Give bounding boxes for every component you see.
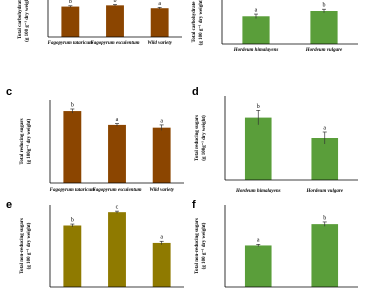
bar [63,225,82,287]
y-axis-label: (g 100 g⁻¹ dry weight) [24,0,30,42]
y-axis-label: Total reducing sugars [20,118,25,164]
bar [311,224,339,287]
significance-letter: b [323,215,326,221]
y-axis-label: Total non-reducing sugars [20,218,25,274]
x-tick-label: Fagopyrum tataricum [48,41,94,46]
y-axis-label: (g 100 g⁻¹ dry weight) [201,222,207,269]
panel-label: f [192,199,196,211]
significance-letter: a [323,125,326,131]
panel-label: e [6,199,12,211]
significance-letter: b [71,102,74,108]
y-axis-label: (g 100 g⁻¹ dry weight) [198,0,204,45]
significance-letter: b [114,0,117,4]
bar [106,5,124,37]
significance-letter: b [257,104,260,110]
bar [61,6,80,37]
significance-letter: a [160,118,163,124]
panel-label: d [192,86,199,98]
y-axis-label: (g 100 g⁻¹ dry weight) [26,222,32,269]
bar [242,16,270,44]
significance-letter: b [323,3,326,9]
bar [108,124,126,183]
x-tick-label: Hordeum vulgare [305,48,343,53]
significance-letter: a [255,7,258,13]
bar [310,11,338,44]
y-axis-label: Total carbohydrate [18,0,23,39]
y-axis-label: (g 100g⁻¹ dry weight) [26,118,32,164]
significance-letter: a [160,235,163,241]
bar [108,212,126,287]
x-tick-label: Wild variety [147,41,172,46]
y-axis-label: (g 100g⁻¹ dry weight) [201,115,207,161]
bar [244,117,272,180]
significance-letter: b [71,217,74,223]
x-tick-label: Fagopyrum esculentum [92,188,141,193]
x-tick-label: Fagopyrum esculentum [90,41,139,46]
significance-letter: a [116,117,119,123]
y-axis-label: Total non-reducing sugars [195,218,200,274]
bar [150,8,169,38]
bar [311,138,339,180]
significance-letter: c [116,205,119,211]
significance-letter: b [69,0,72,5]
x-tick-label: Wild variety [149,188,174,193]
y-axis-label: Total reducing sugars [195,115,200,161]
x-tick-label: Fagopyrum tataricum [50,188,96,193]
x-tick-label: Hordeum himalayens [235,189,281,194]
panel-label: c [6,86,12,98]
bar [63,111,82,183]
y-axis-label: Total carbohydrate [192,1,197,43]
x-tick-label: Hordeum vulgare [305,189,343,194]
significance-letter: a [257,238,260,244]
bar [244,245,272,287]
x-tick-label: Hordeum himalayens [233,48,279,53]
bar [152,242,171,287]
significance-letter: a [158,1,161,7]
bar [152,127,171,183]
